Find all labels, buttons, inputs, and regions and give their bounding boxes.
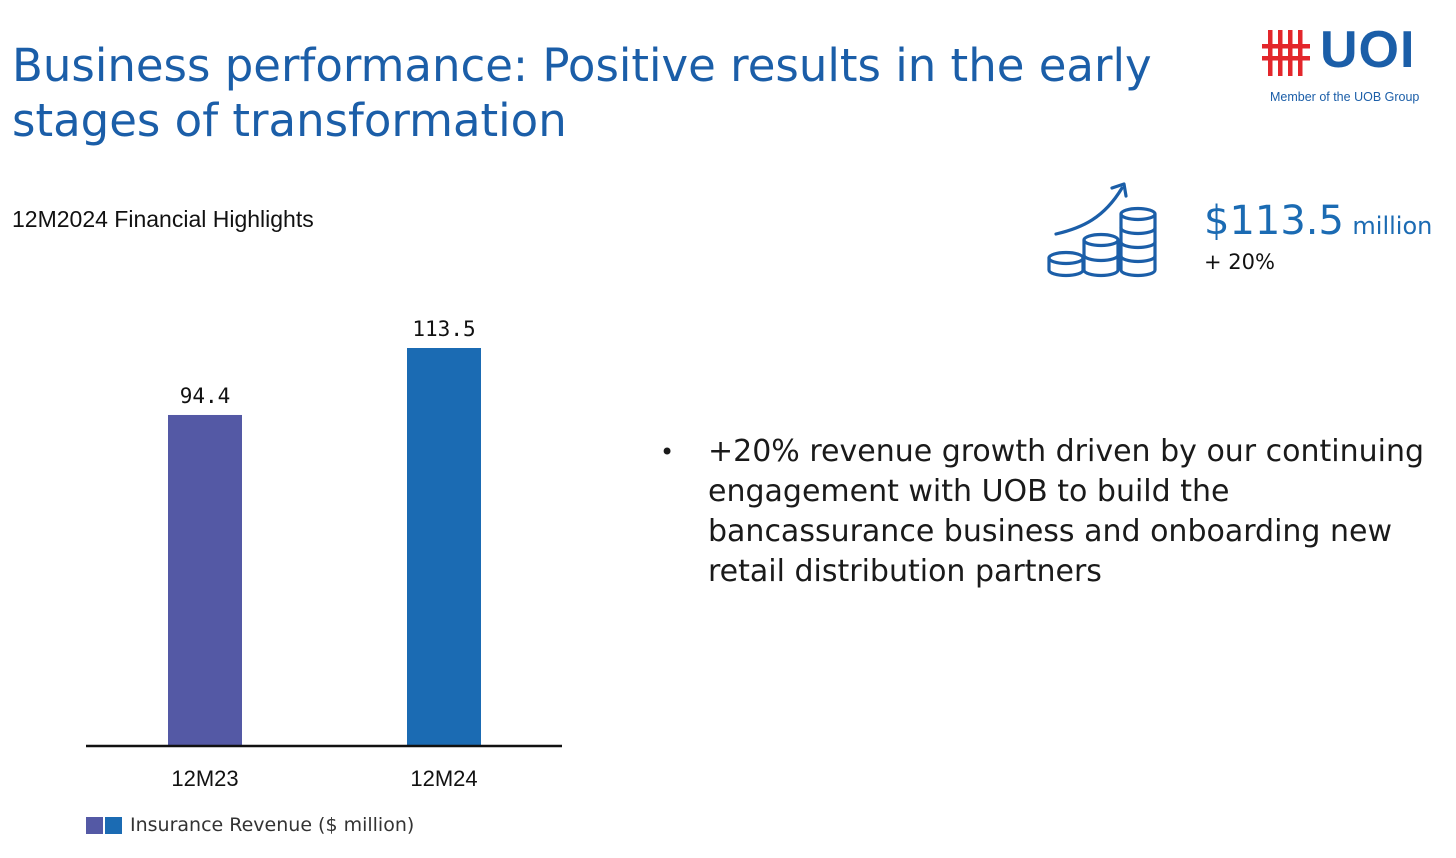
uoi-logo-mark-icon — [1262, 30, 1310, 76]
logo-tagline: Member of the UOB Group — [1270, 90, 1420, 104]
revenue-bar-chart: 94.4 12M23 113.5 12M24 — [86, 317, 562, 791]
logo-wordmark: UOI — [1320, 21, 1416, 79]
kpi-number: $113.5 — [1204, 198, 1344, 244]
bar-12M24 — [407, 348, 481, 746]
legend-swatch-12M23 — [86, 816, 103, 834]
tick-label-12M24: 12M24 — [410, 766, 477, 791]
bar-12M23 — [168, 414, 242, 746]
legend-swatch-12M24 — [105, 816, 122, 834]
coins-growth-icon — [1047, 182, 1157, 278]
kpi-value: $113.5 million — [1204, 198, 1432, 244]
bullet-text: +20% revenue growth driven by our contin… — [708, 434, 1425, 589]
highlight-bullets: • +20% revenue growth driven by our cont… — [660, 432, 1450, 592]
kpi-change: + 20% — [1204, 250, 1275, 274]
legend-label: Insurance Revenue ($ million) — [130, 814, 415, 836]
bullet-item: • +20% revenue growth driven by our cont… — [660, 432, 1450, 592]
tick-label-12M23: 12M23 — [171, 766, 238, 791]
section-subtitle: 12M2024 Financial Highlights — [12, 206, 314, 232]
kpi-unit: million — [1352, 212, 1433, 240]
chart-legend: Insurance Revenue ($ million) — [86, 814, 414, 836]
bullet-dot-icon: • — [660, 438, 675, 466]
data-label-12M23: 94.4 — [180, 384, 231, 408]
page-title: Business performance: Positive results i… — [12, 39, 1152, 147]
uoi-logo: UOI Member of the UOB Group — [1262, 21, 1432, 108]
data-label-12M24: 113.5 — [412, 317, 475, 341]
